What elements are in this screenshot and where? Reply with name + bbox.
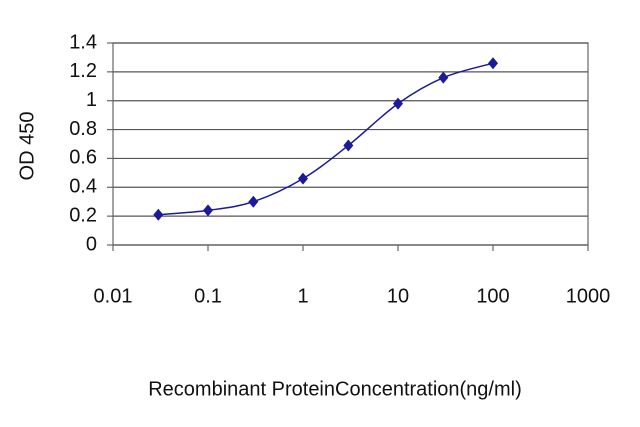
y-axis-label: OD 450 (16, 112, 38, 181)
y-tick-label: 1 (86, 89, 97, 111)
x-axis-label: Recombinant ProteinConcentration(ng/ml) (148, 378, 522, 400)
data-point (438, 71, 449, 84)
data-point (298, 172, 308, 185)
series-line (158, 62, 494, 216)
data-point (248, 195, 259, 208)
y-tick-label: 0.2 (69, 204, 97, 226)
x-tick-label: 0.1 (194, 285, 222, 307)
y-tick-label: 1.4 (69, 31, 97, 53)
x-tick-label: 0.01 (94, 285, 133, 307)
data-point (153, 208, 164, 221)
data-point (203, 204, 213, 217)
x-tick-label: 10 (387, 285, 409, 307)
data-point (343, 139, 354, 152)
y-tick-label: 0 (86, 233, 97, 255)
data-point (393, 97, 403, 110)
y-tick-label: 1.2 (69, 60, 97, 82)
x-tick-label: 1000 (566, 285, 611, 307)
y-tick-label: 0.6 (69, 147, 97, 169)
x-tick-label: 100 (476, 285, 509, 307)
data-point (488, 57, 498, 70)
y-tick-label: 0.8 (69, 118, 97, 140)
x-tick-label: 1 (297, 285, 308, 307)
y-tick-label: 0.4 (69, 176, 97, 198)
